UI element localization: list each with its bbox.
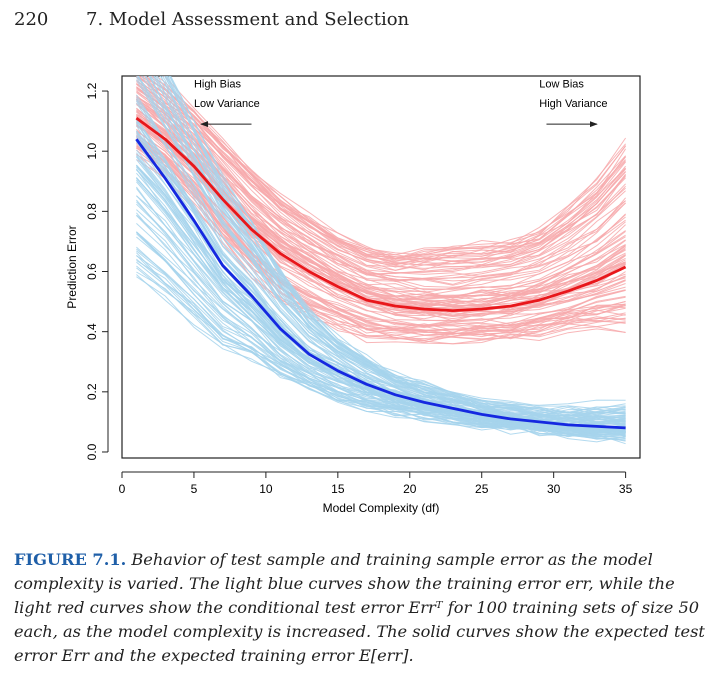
ensemble-curve <box>136 96 626 275</box>
ensemble-curve <box>136 250 626 445</box>
plot-area <box>135 76 627 445</box>
x-tick-label: 15 <box>331 482 345 496</box>
ensemble-curve <box>136 124 626 314</box>
x-tick-label: 25 <box>475 482 489 496</box>
x-tick-label: 20 <box>403 482 417 496</box>
y-axis-label: Prediction Error <box>65 225 79 308</box>
x-tick-label: 30 <box>547 482 561 496</box>
ensemble-curve <box>136 88 626 281</box>
ensemble-curve <box>135 79 626 422</box>
ensemble-curve <box>136 248 626 436</box>
ensemble-curve <box>136 146 626 335</box>
figure-caption-text: Behavior of test sample and training sam… <box>14 550 705 665</box>
ensemble-curve <box>135 102 626 420</box>
ensemble-curve <box>169 76 626 413</box>
annotation-label: Low Bias <box>539 79 584 91</box>
ensemble-curve <box>136 203 626 435</box>
y-tick-label: 1.0 <box>85 143 99 160</box>
ensemble-curve <box>144 76 627 259</box>
ensemble-curve <box>136 80 626 269</box>
ensemble-curve <box>148 76 626 258</box>
ensemble-curve <box>136 142 626 338</box>
page-header: 220 7. Model Assessment and Selection <box>0 0 725 40</box>
ensemble-curve <box>136 97 626 290</box>
y-tick-label: 0.4 <box>85 323 99 340</box>
annotations: High Bias Low Variance Low Bias High Varian… <box>194 79 608 128</box>
y-axis: 0.0 0.2 0.4 0.6 0.8 1.0 1.2 <box>85 82 109 460</box>
ensemble-curve <box>136 169 626 435</box>
expected-test-error-line <box>135 116 627 312</box>
ensemble-curve <box>135 120 626 417</box>
ensemble-curve <box>136 212 626 434</box>
x-tick-label: 5 <box>191 482 198 496</box>
y-tick-label: 0.8 <box>85 203 99 220</box>
ensemble-curve <box>135 119 626 426</box>
y-tick-label: 0.6 <box>85 263 99 280</box>
x-axis: 0 5 10 15 20 25 30 35 <box>119 471 633 496</box>
y-tick-label: 0.0 <box>85 443 99 460</box>
figure-label: FIGURE 7.1. <box>14 550 127 569</box>
ensemble-curve <box>136 142 626 338</box>
prediction-error-chart: 0 5 10 15 20 25 30 35 0.0 0.2 0.4 0.6 0.8 1.0 1.2 Hig… <box>65 75 641 515</box>
ensemble-curve <box>162 76 627 256</box>
y-tick-label: 0.2 <box>85 383 99 400</box>
ensemble-curve <box>165 76 626 423</box>
ensemble-curve <box>136 81 626 263</box>
ensemble-curve <box>136 134 626 328</box>
ensemble-curve <box>136 195 626 437</box>
x-tick-label: 10 <box>259 482 273 496</box>
plot-frame <box>121 75 641 459</box>
annotation-label: High Variance <box>539 98 607 110</box>
figure-caption: FIGURE 7.1. Behavior of test sample and … <box>14 548 714 668</box>
x-tick-label: 35 <box>619 482 633 496</box>
annotation-label: Low Variance <box>194 98 260 110</box>
ensemble-curve <box>136 172 626 429</box>
ensemble-curve <box>136 76 626 419</box>
x-tick-label: 0 <box>119 482 126 496</box>
ensemble-curve <box>136 145 626 336</box>
chapter-title: 7. Model Assessment and Selection <box>86 9 410 30</box>
ensemble-curve <box>167 76 626 406</box>
annotation-label: High Bias <box>194 79 242 91</box>
x-axis-label: Model Complexity (df) <box>323 501 440 515</box>
ensemble-curve <box>136 231 626 440</box>
y-tick-label: 1.2 <box>85 82 99 99</box>
ensemble-curve <box>169 76 626 417</box>
page-number: 220 <box>14 9 49 30</box>
expected-training-error-line <box>135 138 626 430</box>
ensemble-curve <box>136 132 626 332</box>
